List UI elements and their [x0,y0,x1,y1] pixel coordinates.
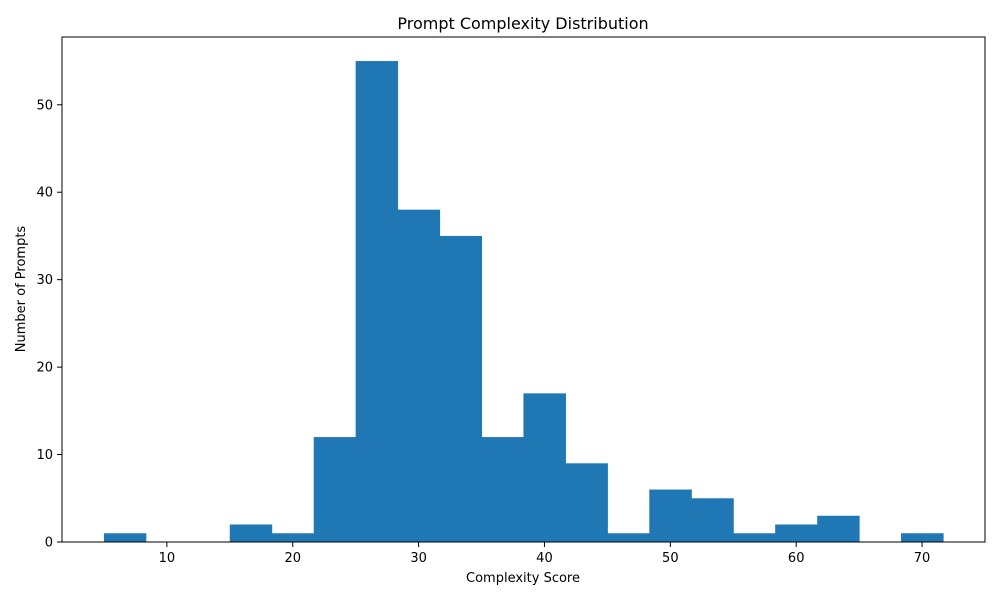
histogram-bar [271,533,315,542]
histogram-bar [565,463,608,542]
histogram-bar [523,393,566,542]
x-axis-ticks: 10 20 30 40 50 60 70 [159,542,931,566]
y-axis-ticks: 0 10 20 30 40 50 [36,98,62,551]
plot-frame [61,36,986,543]
x-tick-label: 20 [284,551,301,566]
histogram-bar [649,489,692,542]
x-tick-label: 30 [410,551,427,566]
y-tick-label: 50 [36,98,53,113]
x-tick-label: 60 [788,551,805,566]
histogram-bar [775,524,818,542]
histogram-bar [355,61,399,543]
y-tick-label: 10 [36,448,53,463]
histogram-bar [733,533,776,542]
x-axis-label: Complexity Score [466,571,580,586]
x-tick-label: 70 [914,551,931,566]
histogram-bar [229,524,273,542]
x-tick-label: 50 [662,551,679,566]
histogram-bar [313,437,357,542]
y-tick-label: 0 [45,536,53,551]
x-tick-label: 10 [159,551,176,566]
chart-title: Prompt Complexity Distribution [397,14,648,33]
x-tick-label: 40 [536,551,553,566]
histogram-bar [817,515,860,542]
histogram-bar [901,533,944,542]
histogram-bar [691,498,734,542]
histogram-bar [397,209,441,542]
histogram-bar [103,533,147,542]
bars-group [103,61,944,543]
y-tick-label: 40 [36,186,53,201]
y-tick-label: 30 [36,273,53,288]
y-tick-label: 20 [36,361,53,376]
histogram-bar [439,235,483,542]
y-axis-label: Number of Prompts [14,226,29,353]
histogram-bar [607,533,650,542]
histogram-bar [481,437,524,542]
